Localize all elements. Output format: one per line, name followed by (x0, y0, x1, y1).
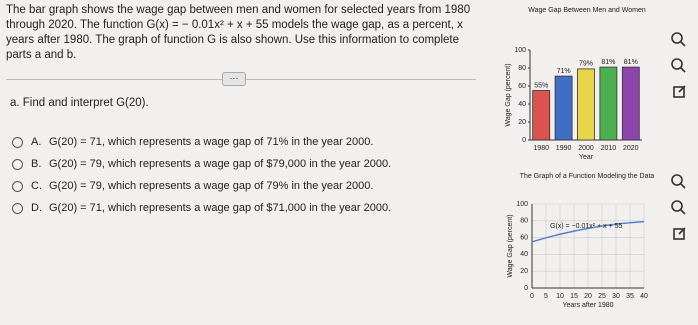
radio (12, 180, 23, 192)
zoom-out-icon[interactable] (671, 200, 686, 215)
option-letter: C. (31, 180, 42, 192)
option-letter: A. (31, 136, 42, 148)
value-label: 55% (534, 82, 548, 89)
y-tick-label: 20 (518, 119, 526, 126)
option[interactable]: B. G(20) = 79, which represents a wage ga… (12, 158, 391, 170)
x-tick-label: 25 (598, 293, 606, 300)
option[interactable]: D. G(20) = 71, which represents a wage ga… (12, 202, 391, 214)
x-tick-label: 2010 (601, 145, 617, 152)
annotation: G(x) = −0.01x² + x + 55 (550, 223, 622, 230)
x-tick-label: 1990 (556, 145, 572, 152)
bar (532, 90, 551, 141)
bar-chart: Wage Gap Between Men and Women 0 20 40 60 80 1… (505, 7, 646, 161)
open-icon[interactable] (673, 85, 686, 98)
y-tick-label: 60 (518, 83, 526, 90)
bar (554, 75, 573, 141)
zoom-out-icon[interactable] (671, 58, 686, 73)
x-axis-label: Year (579, 154, 594, 161)
x-tick-label: 30 (612, 293, 620, 300)
x-axis-label: Years after 1980 (562, 302, 613, 309)
chart-title: Wage Gap Between Men and Women (528, 7, 646, 14)
x-tick-label: 10 (556, 293, 564, 300)
chart-title: The Graph of a Function Modeling the Dat… (520, 173, 655, 180)
zoom-in-icon[interactable] (671, 32, 686, 47)
option-text: G(20) = 79, which represents a wage gap … (49, 158, 392, 170)
y-tick-label: 0 (522, 137, 526, 144)
x-tick-label: 2000 (578, 145, 594, 152)
option-letter: D. (31, 202, 42, 214)
x-tick-label: 1980 (533, 145, 549, 152)
bar (599, 66, 618, 141)
line (531, 220, 645, 243)
option[interactable]: A. G(20) = 71, which represents a wage ga… (12, 136, 373, 148)
zoom-in-icon[interactable] (671, 174, 686, 189)
option-text: G(20) = 71, which represents a wage gap … (49, 136, 374, 148)
option[interactable]: C. G(20) = 79, which represents a wage ga… (12, 180, 373, 192)
value-label: 79% (579, 61, 593, 68)
toolbar (671, 32, 686, 240)
y-axis-label: Wage Gap (percent) (505, 63, 512, 126)
option-text: G(20) = 71, which represents a wage gap … (49, 202, 392, 214)
radio (12, 136, 23, 148)
expand-button[interactable]: ··· (222, 72, 246, 86)
y-tick-label: 80 (518, 65, 526, 72)
option-text: G(20) = 79, which represents a wage gap … (49, 180, 374, 192)
x-tick-label: 15 (570, 293, 578, 300)
y-tick-label: 100 (516, 201, 528, 208)
y-tick-label: 0 (524, 285, 528, 292)
y-axis-label: Wage Gap (percent) (507, 214, 514, 277)
y-tick-label: 40 (518, 101, 526, 108)
x-tick-label: 0 (530, 293, 534, 300)
y-tick-label: 40 (520, 251, 528, 258)
open-icon[interactable] (673, 227, 686, 240)
bar (621, 66, 640, 141)
option-letter: B. (31, 158, 42, 170)
x-tick-label: 5 (544, 293, 548, 300)
y-tick-label: 100 (514, 47, 526, 54)
question-text: The bar graph shows the wage gap between… (6, 4, 471, 61)
radio (12, 158, 23, 170)
value-label: 81% (601, 59, 615, 66)
y-tick-label: 60 (520, 234, 528, 241)
value-label: 71% (557, 68, 571, 75)
x-tick-label: 40 (640, 293, 648, 300)
y-tick-label: 80 (520, 218, 528, 225)
y-tick-label: 20 (520, 268, 528, 275)
radio (12, 202, 23, 214)
value-label: 81% (624, 59, 638, 66)
x-tick-label: 35 (626, 293, 634, 300)
line-chart: The Graph of a Function Modeling the Dat… (507, 173, 655, 309)
bar (577, 68, 595, 141)
part-a: a. Find and interpret G(20). (10, 97, 149, 109)
x-tick-label: 2020 (623, 145, 639, 152)
x-tick-label: 20 (584, 293, 592, 300)
